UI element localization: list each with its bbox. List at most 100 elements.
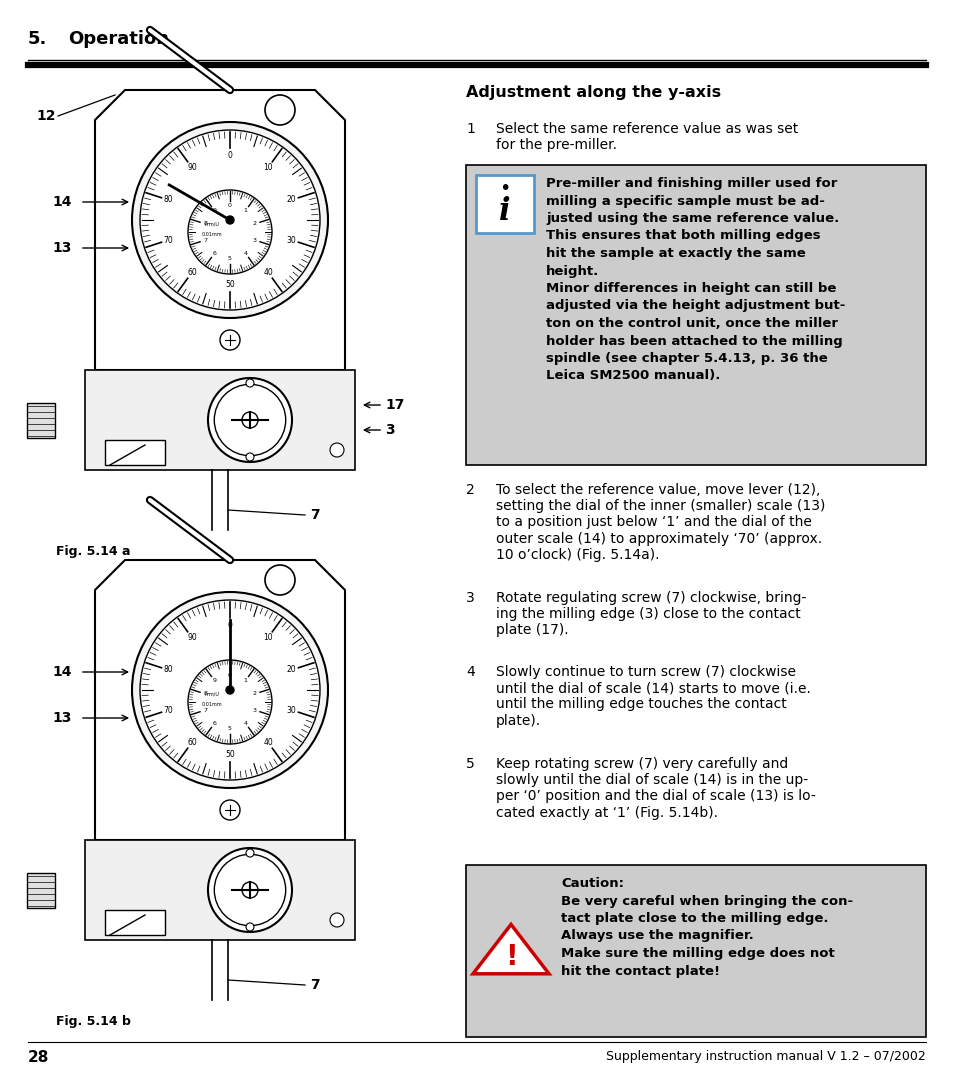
Circle shape: [220, 800, 240, 820]
Text: 1: 1: [243, 208, 247, 213]
Circle shape: [214, 384, 285, 456]
Text: 3: 3: [253, 237, 256, 243]
Text: Caution:
Be very careful when bringing the con-
tact plate close to the milling : Caution: Be very careful when bringing t…: [560, 877, 852, 978]
Text: 4: 4: [465, 665, 475, 679]
Text: Rotate regulating screw (7) clockwise, bring-
ing the milling edge (3) close to : Rotate regulating screw (7) clockwise, b…: [496, 591, 805, 637]
Text: 80: 80: [163, 195, 173, 205]
Circle shape: [214, 854, 285, 926]
Text: 40: 40: [263, 268, 273, 277]
Text: Fig. 5.14 a: Fig. 5.14 a: [56, 545, 131, 558]
Bar: [105, 910, 165, 935]
Circle shape: [226, 216, 233, 224]
Bar: [85, 840, 355, 940]
Circle shape: [226, 686, 233, 694]
Circle shape: [246, 849, 253, 857]
Text: 8: 8: [203, 691, 207, 696]
Text: 60: 60: [187, 738, 196, 747]
Circle shape: [246, 453, 253, 461]
Circle shape: [188, 190, 272, 274]
Circle shape: [330, 443, 344, 457]
Text: 50: 50: [225, 280, 234, 289]
Text: 50: 50: [225, 750, 234, 759]
Polygon shape: [95, 559, 345, 840]
Circle shape: [132, 592, 328, 788]
Text: 80: 80: [163, 665, 173, 675]
Text: mm/U: mm/U: [204, 691, 219, 696]
Polygon shape: [473, 925, 548, 973]
Text: 5.: 5.: [28, 30, 48, 49]
Text: 0: 0: [228, 151, 233, 160]
Text: 20: 20: [287, 665, 296, 675]
Text: 20: 20: [287, 195, 296, 205]
Circle shape: [220, 330, 240, 350]
Bar: [27, 873, 55, 908]
Text: 0: 0: [228, 674, 232, 678]
Text: 30: 30: [287, 705, 296, 715]
Text: 17: 17: [385, 398, 404, 412]
Circle shape: [330, 913, 344, 927]
Text: 90: 90: [187, 163, 196, 172]
Text: 28: 28: [28, 1050, 50, 1065]
Text: 7: 7: [310, 978, 319, 992]
Text: 10: 10: [263, 633, 273, 642]
Text: !: !: [504, 942, 517, 970]
Bar: [476, 175, 534, 233]
Text: 8: 8: [203, 221, 207, 226]
Text: 3: 3: [385, 423, 395, 437]
Text: 0: 0: [228, 621, 233, 630]
Circle shape: [208, 848, 292, 932]
Text: 6: 6: [213, 720, 216, 725]
Text: 14: 14: [52, 195, 71, 209]
Circle shape: [132, 122, 328, 318]
Text: 9: 9: [213, 678, 216, 683]
Text: •: •: [498, 180, 510, 198]
Circle shape: [242, 412, 257, 428]
Text: Pre-miller and finishing miller used for
milling a specific sample must be ad-
j: Pre-miller and finishing miller used for…: [545, 177, 844, 383]
Text: 0: 0: [228, 204, 232, 208]
Text: 4: 4: [243, 720, 247, 725]
Bar: [465, 165, 925, 465]
Text: 2: 2: [465, 483, 475, 497]
Text: 6: 6: [213, 250, 216, 255]
Text: 5: 5: [228, 725, 232, 731]
Text: 0.01mm: 0.01mm: [201, 232, 222, 236]
Text: 9: 9: [213, 208, 216, 213]
Text: i: i: [498, 195, 510, 226]
Text: Adjustment along the y-axis: Adjustment along the y-axis: [465, 85, 720, 100]
Circle shape: [188, 660, 272, 744]
Bar: [465, 865, 925, 1037]
Polygon shape: [95, 89, 345, 370]
Text: 5: 5: [465, 757, 475, 771]
Text: Slowly continue to turn screw (7) clockwise
until the dial of scale (14) starts : Slowly continue to turn screw (7) clockw…: [496, 665, 810, 728]
Text: mm/U: mm/U: [204, 221, 219, 226]
Text: Select the same reference value as was set
for the pre-miller.: Select the same reference value as was s…: [496, 122, 798, 152]
Bar: [27, 403, 55, 438]
Text: 12: 12: [36, 109, 56, 123]
Circle shape: [140, 600, 319, 780]
Text: 40: 40: [263, 738, 273, 747]
Text: 4: 4: [243, 250, 247, 255]
Bar: [85, 370, 355, 470]
Text: 3: 3: [465, 591, 475, 605]
Circle shape: [246, 379, 253, 387]
Text: 90: 90: [187, 633, 196, 642]
Text: 0.01mm: 0.01mm: [201, 702, 222, 706]
Text: 5: 5: [228, 255, 232, 261]
Text: 7: 7: [203, 237, 207, 243]
Text: Keep rotating screw (7) very carefully and
slowly until the dial of scale (14) i: Keep rotating screw (7) very carefully a…: [496, 757, 815, 819]
Text: 10: 10: [263, 163, 273, 172]
Circle shape: [208, 378, 292, 462]
Text: 60: 60: [187, 268, 196, 277]
Circle shape: [246, 923, 253, 931]
Circle shape: [265, 565, 294, 595]
Text: 13: 13: [52, 241, 71, 255]
Text: 70: 70: [163, 235, 173, 245]
Text: Operation: Operation: [68, 30, 169, 49]
Circle shape: [265, 95, 294, 125]
Bar: [105, 440, 165, 465]
Text: 30: 30: [287, 235, 296, 245]
Text: To select the reference value, move lever (12),
setting the dial of the inner (s: To select the reference value, move leve…: [496, 483, 824, 562]
Text: 7: 7: [310, 508, 319, 522]
Text: 70: 70: [163, 705, 173, 715]
Text: 3: 3: [253, 707, 256, 713]
